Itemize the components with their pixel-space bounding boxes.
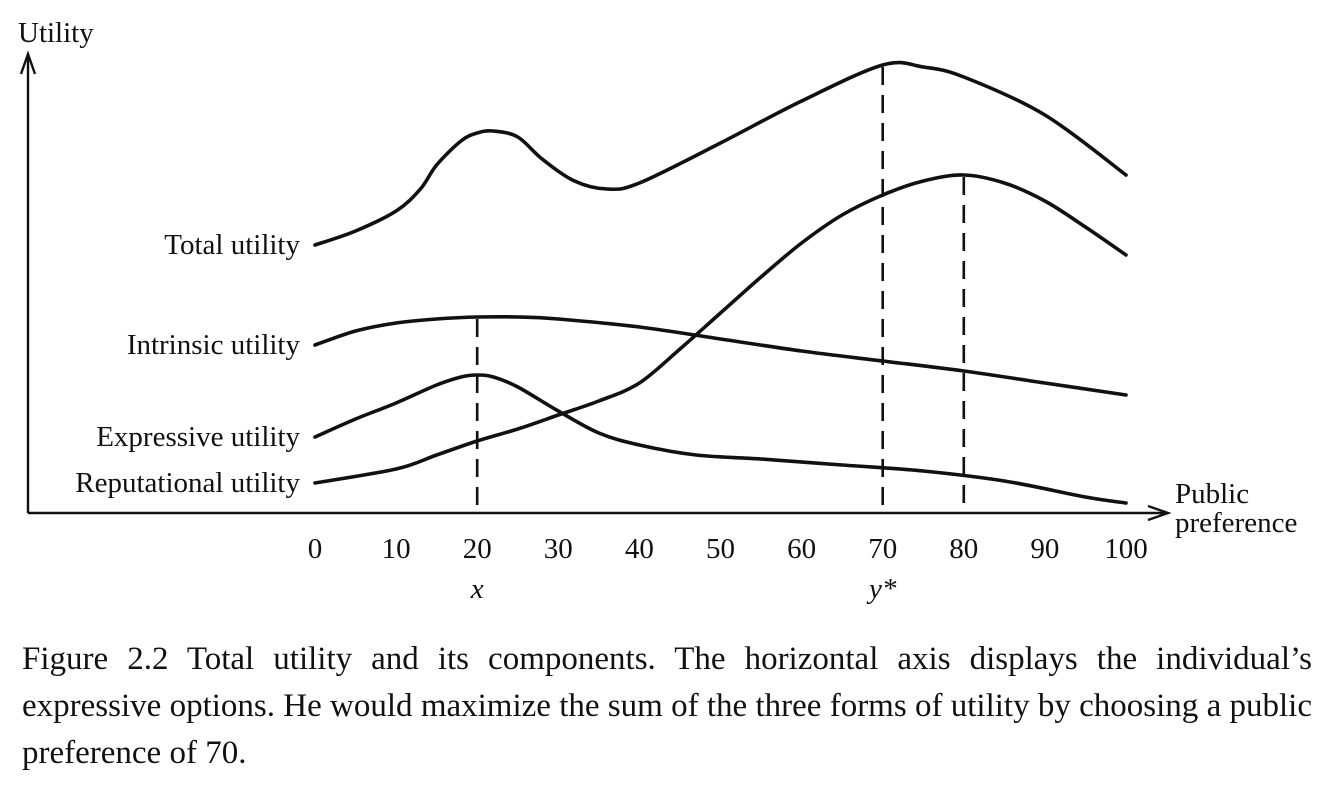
series-reputational-utility-line	[313, 173, 1128, 485]
labels: Utility Public preference 0 10 20 30 40 50 60 70 80…	[18, 17, 1297, 605]
y-axis-title: Utility	[18, 17, 94, 49]
x-tick-label: 0	[308, 533, 323, 565]
marker-label-x: x	[470, 573, 484, 605]
series-total-utility-line	[313, 60, 1128, 247]
x-tick-label: 100	[1104, 533, 1148, 565]
x-axis-title: Public preference	[1175, 478, 1297, 539]
x-tick-label: 80	[949, 533, 978, 565]
figure-caption: Figure 2.2 Total utility and its compone…	[22, 641, 1312, 771]
x-tick-label: 40	[625, 533, 654, 565]
x-axis-arrow-icon	[1147, 504, 1172, 522]
x-axis-title-line: preference	[1175, 507, 1297, 539]
x-axis-title-line: Public	[1175, 478, 1249, 510]
axes	[19, 50, 1172, 522]
series-label-reputational-utility: Reputational utility	[75, 467, 300, 499]
series-expressive-utility-line	[313, 373, 1128, 505]
x-tick-label: 30	[544, 533, 573, 565]
x-tick-label: 90	[1030, 533, 1059, 565]
x-tick-label: 10	[382, 533, 411, 565]
x-tick-label: 50	[706, 533, 735, 565]
y-axis-arrow-icon	[19, 50, 37, 75]
x-tick-label: 70	[868, 533, 897, 565]
series-label-expressive-utility: Expressive utility	[96, 421, 300, 453]
series-label-intrinsic-utility: Intrinsic utility	[127, 329, 301, 361]
x-tick-label: 20	[463, 533, 492, 565]
series-curves	[313, 60, 1128, 505]
marker-label-y: y*	[866, 573, 897, 605]
utility-chart: Utility Public preference 0 10 20 30 40 50 60 70 80…	[18, 17, 1297, 605]
series-label-total-utility: Total utility	[164, 229, 300, 261]
x-tick-label: 60	[787, 533, 816, 565]
series-intrinsic-utility-line	[313, 314, 1128, 397]
reference-lines	[475, 67, 966, 513]
